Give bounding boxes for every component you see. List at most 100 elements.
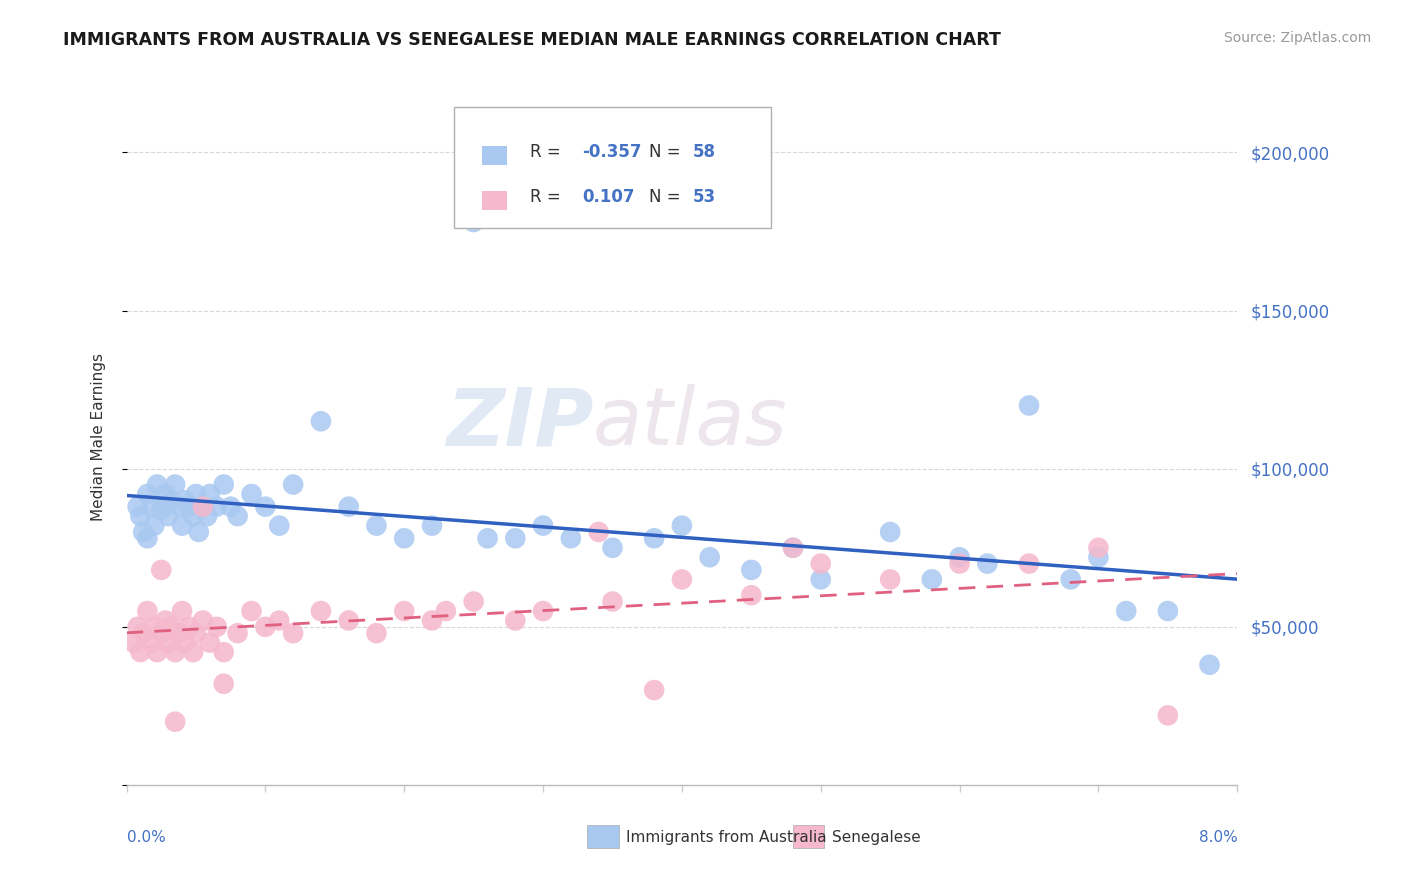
Point <box>1115 604 1137 618</box>
Point <box>160 493 183 508</box>
Point <box>143 518 166 533</box>
Point <box>810 557 832 571</box>
FancyBboxPatch shape <box>482 145 506 165</box>
Point <box>782 541 804 555</box>
Point <box>212 645 235 659</box>
Y-axis label: Median Male Earnings: Median Male Earnings <box>91 353 105 521</box>
Text: atlas: atlas <box>593 384 787 462</box>
Point <box>1087 541 1109 555</box>
Point <box>226 509 249 524</box>
FancyBboxPatch shape <box>482 191 506 211</box>
FancyBboxPatch shape <box>793 825 824 847</box>
Text: 53: 53 <box>693 188 716 206</box>
Point <box>136 604 159 618</box>
Point <box>281 626 304 640</box>
Point <box>173 493 195 508</box>
Point <box>127 500 149 514</box>
Point <box>879 573 901 587</box>
Point <box>181 645 204 659</box>
Point <box>141 635 163 649</box>
Point <box>976 557 998 571</box>
Point <box>740 563 762 577</box>
Text: Immigrants from Australia: Immigrants from Australia <box>627 830 827 845</box>
Point <box>136 531 159 545</box>
Text: 8.0%: 8.0% <box>1198 830 1237 846</box>
Point <box>420 614 443 628</box>
Point <box>1087 550 1109 565</box>
Point <box>879 524 901 539</box>
Point <box>165 714 187 729</box>
Point <box>177 620 200 634</box>
Point <box>269 614 291 628</box>
Point <box>394 604 416 618</box>
Point <box>146 477 169 491</box>
Point <box>169 500 191 514</box>
Point <box>309 604 332 618</box>
Point <box>254 500 277 514</box>
Point <box>177 500 200 514</box>
Point <box>1018 557 1040 571</box>
Text: 58: 58 <box>693 143 716 161</box>
Text: R =: R = <box>530 143 565 161</box>
Point <box>129 509 152 524</box>
Point <box>949 550 972 565</box>
Point <box>146 645 169 659</box>
Point <box>921 573 943 587</box>
Point <box>503 614 526 628</box>
Text: Source: ZipAtlas.com: Source: ZipAtlas.com <box>1223 31 1371 45</box>
Point <box>157 635 180 649</box>
Text: Senegalese: Senegalese <box>832 830 921 845</box>
FancyBboxPatch shape <box>588 825 619 847</box>
Point <box>420 518 443 533</box>
Point <box>531 604 554 618</box>
Text: R =: R = <box>530 188 571 206</box>
Point <box>463 594 485 608</box>
Point <box>782 541 804 555</box>
Point <box>643 683 665 698</box>
Point <box>309 414 332 428</box>
Point <box>810 573 832 587</box>
Point <box>337 500 360 514</box>
Point <box>366 626 388 640</box>
Point <box>136 487 159 501</box>
Point <box>560 531 582 545</box>
Point <box>1157 708 1180 723</box>
Point <box>671 518 693 533</box>
Point <box>254 620 277 634</box>
Point <box>173 635 195 649</box>
Point <box>240 604 263 618</box>
Point <box>184 487 207 501</box>
Point <box>602 541 624 555</box>
Point <box>129 645 152 659</box>
Point <box>699 550 721 565</box>
Point <box>198 487 221 501</box>
Point <box>1060 573 1083 587</box>
Text: N =: N = <box>648 188 686 206</box>
Point <box>205 500 228 514</box>
Point <box>205 620 228 634</box>
Point <box>191 614 214 628</box>
Point <box>643 531 665 545</box>
Point <box>160 620 183 634</box>
Point <box>191 500 214 514</box>
Point <box>127 620 149 634</box>
Point <box>531 518 554 533</box>
Point <box>477 531 499 545</box>
Point <box>122 635 145 649</box>
Text: ZIP: ZIP <box>446 384 593 462</box>
Point <box>155 487 177 501</box>
Point <box>337 614 360 628</box>
Point <box>172 518 194 533</box>
Text: -0.357: -0.357 <box>582 143 641 161</box>
Point <box>198 635 221 649</box>
Point <box>191 500 214 514</box>
Point <box>165 477 187 491</box>
Point <box>187 524 209 539</box>
Point <box>588 524 610 539</box>
Text: 0.0%: 0.0% <box>127 830 166 846</box>
Point <box>143 620 166 634</box>
Point <box>1018 399 1040 413</box>
Point <box>602 594 624 608</box>
Point <box>740 588 762 602</box>
Point <box>212 677 235 691</box>
